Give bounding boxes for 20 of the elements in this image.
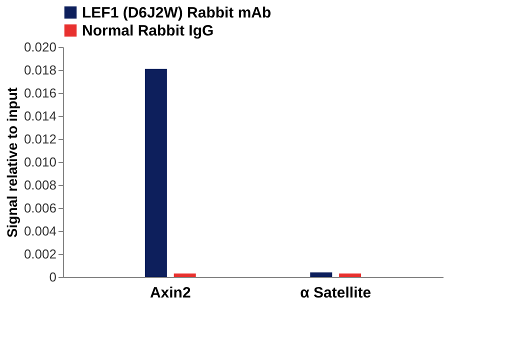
y-tick-label: 0.006 xyxy=(24,200,56,216)
y-tick-label: 0.020 xyxy=(24,40,56,54)
y-tick-label: 0.012 xyxy=(24,132,56,146)
y-axis-title: Signal relative to input xyxy=(4,87,20,238)
y-tick-label: 0.018 xyxy=(24,62,56,78)
y-tick-label: 0.010 xyxy=(24,154,56,170)
bar xyxy=(174,274,196,277)
bar xyxy=(339,274,362,277)
y-tick-label: 0.016 xyxy=(24,86,56,100)
y-tick-label: 0.014 xyxy=(24,108,56,124)
y-tick-label: 0 xyxy=(49,270,56,284)
x-tick-label: α Satellite xyxy=(300,284,372,302)
x-tick-label: Axin2 xyxy=(150,284,191,302)
bar xyxy=(144,68,167,277)
bar xyxy=(310,272,332,277)
y-tick-label: 0.008 xyxy=(24,178,56,192)
legend-label: Normal Rabbit IgG xyxy=(82,22,214,40)
y-tick-label: 0.002 xyxy=(24,246,56,262)
y-tick-label: 0.004 xyxy=(24,224,56,238)
legend-label: LEF1 (D6J2W) Rabbit mAb xyxy=(82,4,272,22)
